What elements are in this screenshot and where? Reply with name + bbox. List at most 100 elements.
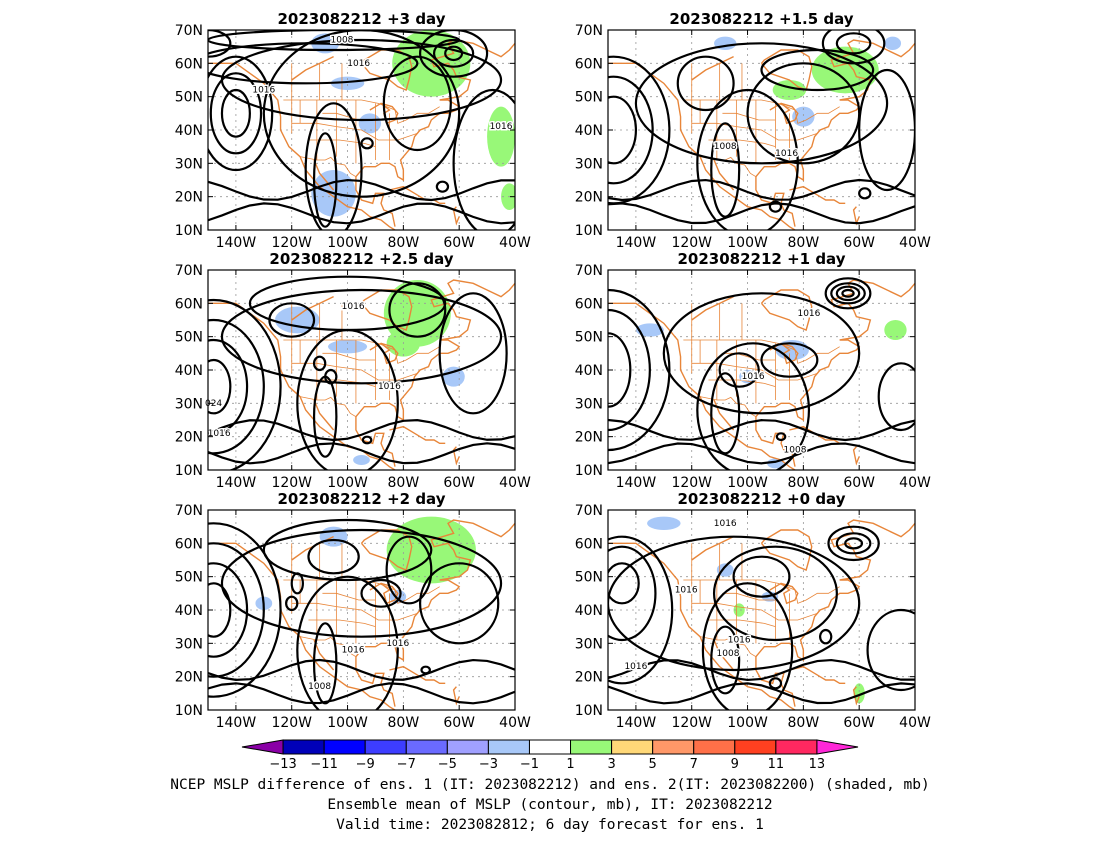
mslp-contour [608, 95, 638, 165]
x-tick-label: 80W [788, 235, 820, 251]
mslp-contour [718, 352, 760, 388]
colorbar-label: 3 [607, 757, 615, 772]
coastline [369, 582, 399, 605]
colorbar-swatch [652, 739, 695, 755]
colorbar-label: −9 [356, 757, 375, 772]
y-tick-label: 10N [175, 463, 203, 479]
y-tick-label: 40N [575, 603, 603, 619]
mslp-contour [262, 30, 461, 198]
contour-value-label: 1016 [714, 519, 737, 529]
y-tick-label: 60N [175, 56, 203, 72]
map-panel-4: 1016 1016 1008 2023082212 +1 day 140W 120W 100… [575, 250, 931, 491]
mslp-contour [824, 277, 872, 310]
colorbar-swatch [446, 739, 489, 755]
coastline [691, 536, 734, 561]
contour-value-label: 1016 [386, 639, 409, 649]
negative-difference-shading [274, 306, 320, 334]
mslp-contour [220, 528, 503, 638]
x-tick-label: 120W [671, 715, 712, 731]
map-panel-1: 1008 1016 1016 1016 2023082212 +3 day 140W 120… [175, 10, 531, 251]
y-tick-label: 70N [175, 503, 203, 519]
political-border [300, 156, 357, 178]
x-tick-label: 80W [388, 715, 420, 731]
colorbar-label: 1 [566, 757, 574, 772]
colorbar-label: −1 [520, 757, 539, 772]
contour-value-label: 1008 [331, 36, 354, 46]
mslp-contour [268, 302, 316, 338]
x-tick-label: 40W [899, 475, 931, 491]
colorbar-swatch [734, 739, 777, 755]
mslp-contour [208, 582, 232, 638]
x-tick-label: 40W [499, 235, 531, 251]
mslp-contour [208, 358, 232, 415]
coastline [360, 289, 413, 331]
political-border [683, 579, 840, 604]
mslp-contour [304, 102, 363, 230]
colorbar-swatch [693, 739, 736, 755]
y-tick-label: 10N [175, 223, 203, 239]
mslp-contour [208, 298, 282, 470]
x-tick-label: 40W [499, 715, 531, 731]
y-tick-label: 40N [575, 363, 603, 379]
y-tick-label: 50N [175, 90, 203, 106]
negative-difference-shading [442, 366, 465, 387]
y-tick-label: 10N [575, 703, 603, 719]
colorbar-swatch [282, 739, 325, 755]
x-tick-label: 100W [327, 475, 368, 491]
mslp-contour [452, 88, 515, 230]
political-border [683, 339, 840, 364]
coastline [452, 686, 460, 706]
y-tick-label: 40N [575, 123, 603, 139]
colorbar-swatch [487, 739, 530, 755]
y-tick-label: 50N [575, 330, 603, 346]
mslp-isobar [208, 658, 515, 681]
x-tick-label: 60W [443, 235, 475, 251]
y-tick-label: 60N [175, 296, 203, 312]
y-tick-label: 60N [575, 56, 603, 72]
y-tick-label: 20N [175, 430, 203, 446]
x-tick-label: 80W [788, 475, 820, 491]
colorbar-label: −7 [397, 757, 416, 772]
y-tick-label: 40N [175, 123, 203, 139]
x-tick-label: 120W [271, 235, 312, 251]
x-tick-label: 40W [899, 235, 931, 251]
y-tick-label: 50N [175, 330, 203, 346]
y-tick-label: 20N [175, 190, 203, 206]
x-tick-label: 40W [499, 475, 531, 491]
coastline [355, 279, 515, 422]
contour-value-label: 1016 [378, 382, 401, 392]
mslp-contour [830, 282, 866, 305]
x-tick-label: 60W [843, 715, 875, 731]
colorbar-swatch [775, 739, 818, 755]
colorbar-swatch [611, 739, 654, 755]
mslp-contour [262, 518, 433, 582]
mslp-contour [296, 575, 399, 710]
mslp-contour [608, 535, 674, 685]
mslp-contour [361, 435, 373, 445]
mslp-contour [662, 292, 861, 415]
colorbar-label: 9 [731, 757, 739, 772]
mslp-contour [435, 180, 450, 193]
mslp-contour [844, 537, 864, 550]
colorbar-swatch [323, 739, 366, 755]
mslp-contour [696, 88, 799, 230]
y-tick-label: 50N [575, 570, 603, 586]
y-tick-label: 60N [575, 536, 603, 552]
coastline [608, 302, 796, 470]
coastline [452, 206, 460, 226]
mslp-contour [296, 328, 399, 470]
mslp-contour [208, 542, 265, 678]
positive-difference-shading [853, 683, 865, 704]
mslp-contour [835, 32, 872, 55]
mslp-contour [760, 342, 819, 378]
mslp-contour [732, 555, 791, 598]
y-tick-label: 50N [575, 90, 603, 106]
mslp-contour [444, 45, 464, 62]
coastline [208, 542, 396, 710]
x-tick-label: 140W [616, 475, 657, 491]
mslp-contour [382, 55, 452, 152]
mslp-contour [360, 137, 374, 150]
coastline [360, 49, 413, 91]
contour-value-label: 1008 [308, 682, 331, 692]
coastline [291, 56, 334, 81]
